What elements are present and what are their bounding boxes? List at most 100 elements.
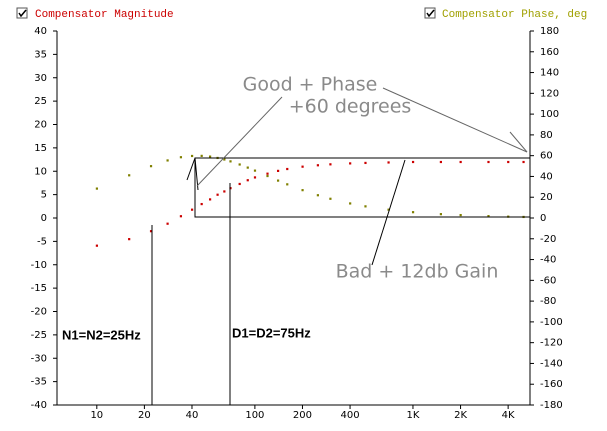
y2-tick-label: 40 [540, 171, 553, 182]
data-point [149, 230, 153, 233]
pointer-line [509, 131, 528, 153]
data-point [349, 162, 352, 165]
data-point [223, 190, 226, 193]
y2-tick-label: 80 [540, 130, 553, 141]
data-point [208, 155, 212, 158]
y2-tick-label: 120 [540, 88, 559, 99]
annotation: D1=D2=75Hz [232, 325, 311, 340]
data-point [246, 166, 249, 169]
data-point [238, 182, 241, 186]
data-point [179, 156, 183, 159]
data-point [266, 172, 269, 175]
y-tick-label: -20 [31, 307, 47, 318]
y2-tick-label: -140 [540, 358, 563, 369]
data-point [364, 161, 367, 165]
data-point [487, 215, 490, 218]
check-mark [426, 9, 435, 18]
y2-tick-label: -120 [540, 338, 563, 349]
y2-tick-label: 0 [540, 213, 546, 224]
check-mark [18, 9, 27, 18]
y-tick-label: -30 [31, 353, 47, 364]
x-tick-label: 400 [341, 410, 360, 421]
data-point [522, 160, 525, 164]
data-point [95, 187, 99, 190]
y-tick-label: 10 [34, 166, 47, 177]
data-point [329, 163, 332, 166]
data-point [459, 213, 462, 217]
y-tick-label: 0 [41, 213, 47, 224]
data-point [387, 208, 390, 211]
data-point [149, 165, 153, 168]
y2-tick-label: 180 [540, 26, 559, 37]
data-point [95, 244, 99, 247]
data-point [349, 202, 352, 205]
y-tick-label: -35 [31, 377, 47, 388]
data-point [216, 193, 219, 196]
x-tick-label: 100 [245, 410, 264, 421]
y-tick-label: 5 [41, 190, 47, 201]
data-point [253, 169, 257, 172]
annotation: N1=N2=25Hz [62, 327, 141, 342]
data-point [200, 202, 203, 206]
data-point [439, 213, 443, 216]
arrow-line [186, 157, 196, 181]
y2-tick-label: -80 [540, 296, 556, 307]
data-point [507, 160, 510, 164]
checkbox[interactable] [16, 7, 28, 19]
phase-checkbox[interactable]: Compensator Phase, deg [424, 7, 587, 21]
pointer-line [382, 87, 528, 153]
y2-tick-label: -60 [540, 275, 556, 286]
data-point [411, 211, 415, 214]
y-tick-label: -40 [31, 400, 47, 411]
data-point [223, 158, 226, 161]
y-tick-label: -5 [37, 236, 47, 247]
data-point [411, 160, 415, 164]
y2-tick-label: -20 [540, 234, 556, 245]
x-tick-label: 20 [138, 410, 151, 421]
data-point [301, 189, 304, 192]
data-point [166, 222, 169, 225]
data-point [276, 179, 280, 182]
data-point [246, 179, 249, 182]
checkbox[interactable] [424, 7, 436, 19]
magnitude-checkbox[interactable]: Compensator Magnitude [16, 7, 174, 21]
data-point [439, 160, 443, 164]
data-point [286, 167, 289, 171]
y-tick-label: 40 [34, 26, 47, 37]
data-point [364, 205, 367, 208]
data-point [208, 198, 212, 201]
x-tick-label: 4K [502, 410, 515, 421]
data-point [190, 154, 194, 158]
y2-tick-label: -180 [540, 400, 563, 411]
y-tick-label: 20 [34, 120, 47, 131]
y2-tick-label: 160 [540, 47, 559, 58]
arrow-line [194, 157, 199, 191]
data-point [190, 208, 194, 211]
pointer-line [371, 159, 406, 266]
data-point [329, 197, 332, 200]
y2-tick-label: 140 [540, 68, 559, 79]
data-point [316, 164, 319, 167]
y-tick-label: 15 [34, 143, 47, 154]
legend-label: Compensator Phase, deg [442, 9, 587, 21]
data-point [128, 238, 131, 241]
y-tick-label: -15 [31, 283, 47, 294]
data-point [200, 154, 203, 157]
y-tick-label: 30 [34, 73, 47, 84]
x-tick-label: 10 [90, 410, 103, 421]
y-tick-label: -25 [31, 330, 47, 341]
data-point [166, 159, 169, 162]
highlight-box [194, 157, 531, 218]
x-tick-label: 40 [186, 410, 199, 421]
annotation: Bad + 12db Gain [336, 261, 499, 283]
data-point [266, 174, 269, 178]
y2-tick-label: -100 [540, 317, 563, 328]
data-point [253, 176, 257, 179]
y-tick-label: -10 [31, 260, 47, 271]
y-tick-label: 25 [34, 96, 47, 107]
annotation: +60 degrees [289, 96, 412, 118]
data-point [316, 194, 319, 197]
x-tick-label: 200 [293, 410, 312, 421]
pointer-line [196, 96, 283, 187]
